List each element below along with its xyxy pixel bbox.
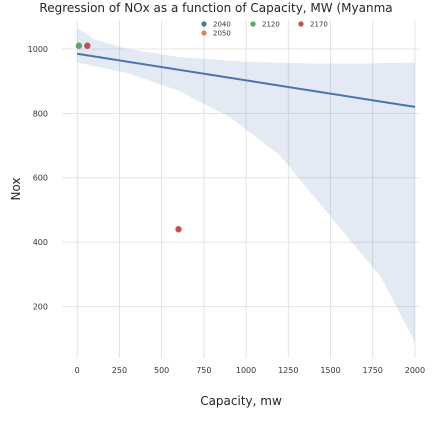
- legend-marker-2170: [298, 21, 304, 27]
- legend-label-2170: 2170: [310, 21, 328, 29]
- x-tick-label: 250: [112, 366, 127, 375]
- gridlines: [62, 20, 420, 358]
- y-tick-label: 200: [33, 302, 48, 311]
- legend-marker-2120: [250, 21, 256, 27]
- scatter-points: [75, 42, 182, 233]
- y-tick-label: 600: [33, 174, 48, 183]
- legend-label-2050: 2050: [213, 30, 231, 38]
- data-point-2120: [75, 42, 83, 49]
- y-tick-labels: 200 400 600 800 1000: [28, 45, 48, 312]
- data-point-2170: [175, 226, 182, 233]
- y-tick-label: 400: [33, 238, 48, 247]
- regression-line: [77, 52, 416, 108]
- x-tick-label: 1000: [236, 366, 256, 375]
- x-tick-label: 750: [196, 366, 211, 375]
- x-tick-label: 1250: [278, 366, 298, 375]
- x-tick-label: 500: [154, 366, 169, 375]
- x-axis-label: Capacity, mw: [200, 394, 282, 408]
- x-tick-label: 0: [75, 366, 80, 375]
- legend-label-2120: 2120: [262, 21, 280, 29]
- plot-background: [62, 20, 420, 358]
- x-tick-label: 1750: [363, 366, 383, 375]
- y-axis-label: Nox: [9, 177, 23, 200]
- x-tick-labels: 0 250 500 750 1000 1250 1500 1750 2000: [75, 366, 425, 375]
- x-tick-label: 2000: [405, 366, 425, 375]
- y-tick-label: 1000: [28, 45, 48, 54]
- x-tick-label: 1500: [320, 366, 340, 375]
- confidence-band: [77, 28, 415, 342]
- legend-marker-2040: [201, 21, 207, 27]
- y-tick-label: 800: [33, 109, 48, 118]
- legend-marker-2050: [201, 30, 207, 36]
- legend-label-2040: 2040: [213, 21, 231, 29]
- chart-title: Regression of NOx as a function of Capac…: [39, 1, 392, 15]
- data-point-2170: [84, 42, 91, 49]
